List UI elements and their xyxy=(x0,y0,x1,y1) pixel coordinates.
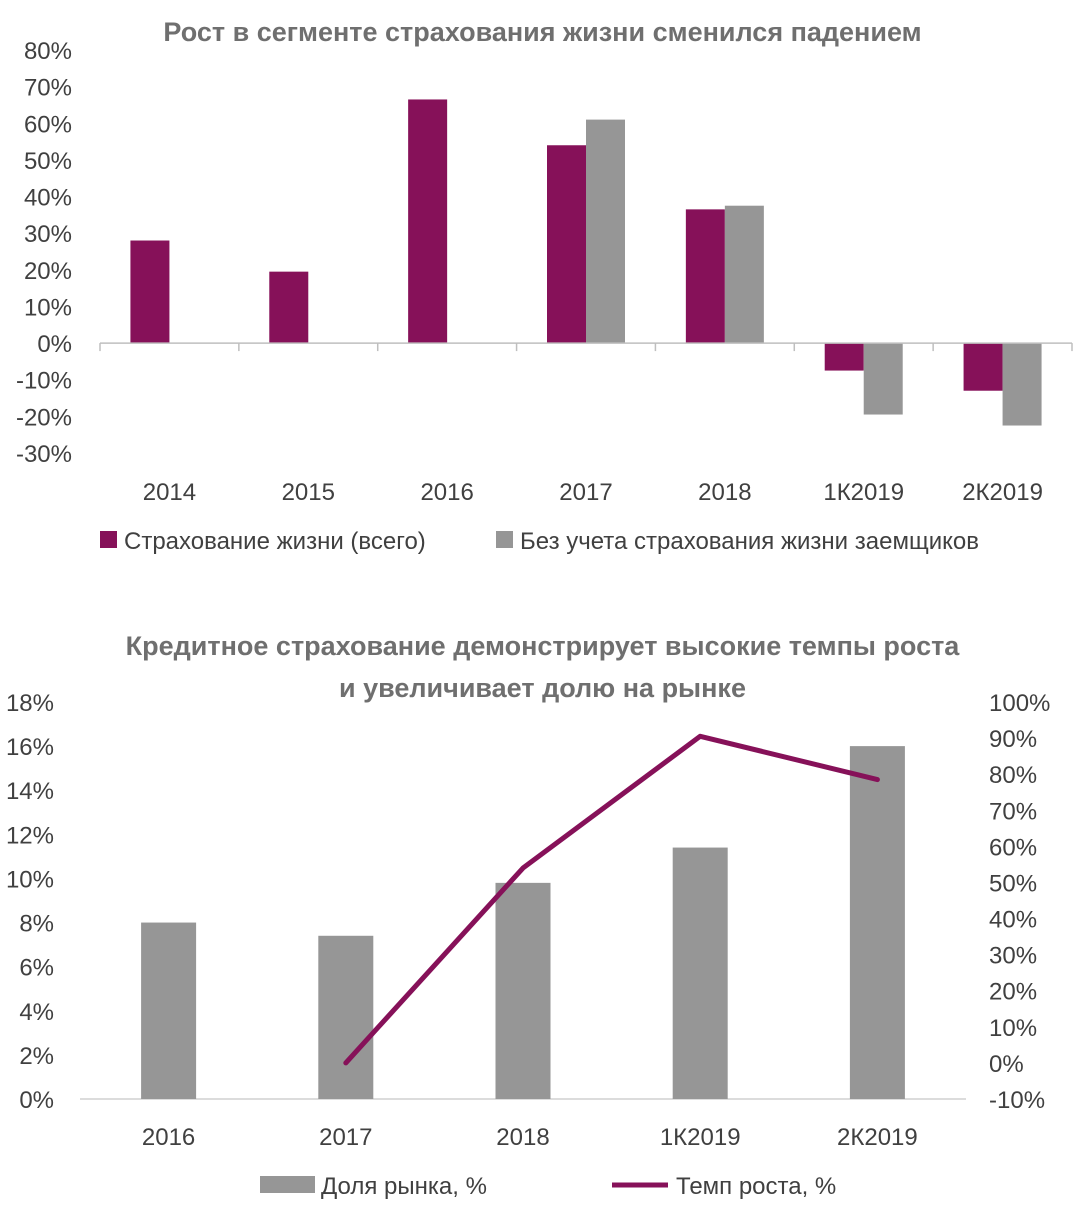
chart1-ytick-label: 30% xyxy=(24,221,72,248)
chart1-ytick-label: 80% xyxy=(24,38,72,65)
chart2-bar-market-share xyxy=(141,922,197,1099)
chart2-category-label: 2018 xyxy=(496,1124,549,1151)
chart1-plot: 80% 70% 60% 50% 40% 30% 20% 10% 0% -10% -20% -30% 20… xyxy=(16,38,1073,555)
chart2-ytick-right-label: 50% xyxy=(989,870,1037,897)
chart1-category-label: 2015 xyxy=(282,479,335,506)
chart2-ytick-left-label: 12% xyxy=(6,822,54,849)
chart1-category-label: 2К2019 xyxy=(962,479,1043,506)
chart1-ytick-label: 20% xyxy=(24,258,72,285)
chart1-category-label: 2014 xyxy=(143,479,196,506)
chart1-category-label: 2017 xyxy=(559,479,612,506)
chart2-ytick-right-label: 30% xyxy=(989,943,1037,970)
chart2-ytick-right-label: 60% xyxy=(989,834,1037,861)
chart2-ytick-left-label: 10% xyxy=(6,866,54,893)
chart2-legend-label-bar: Доля рынка, % xyxy=(321,1173,487,1200)
chart1-category-label: 2018 xyxy=(698,479,751,506)
chart2-category-label: 2К2019 xyxy=(837,1124,918,1151)
chart2-title-line1: Кредитное страхование демонстрирует высо… xyxy=(125,631,960,661)
chart2-ytick-right-label: 80% xyxy=(989,762,1037,789)
chart2-ytick-left-label: 14% xyxy=(6,778,54,805)
chart1-title: Рост в сегменте страхования жизни сменил… xyxy=(163,17,922,47)
chart1-legend-label-0: Страхование жизни (всего) xyxy=(124,528,426,555)
chart2-ytick-left-label: 18% xyxy=(6,690,54,717)
chart2-ytick-right-label: 70% xyxy=(989,798,1037,825)
chart1-ytick-label: 40% xyxy=(24,185,72,212)
chart2-legend-swatch-bar xyxy=(260,1176,315,1193)
chart1-bar-excl-borrowers xyxy=(724,205,764,344)
chart2-bar-market-share xyxy=(495,882,551,1099)
chart1-bar-total xyxy=(130,240,170,344)
chart1-ytick-label: -10% xyxy=(16,368,72,395)
chart1-category-label: 1К2019 xyxy=(823,479,904,506)
chart1-legend-label-1: Без учета страхования жизни заемщиков xyxy=(520,528,979,555)
chart2-title-line2: и увеличивает долю на рынке xyxy=(339,673,746,703)
chart1-ytick-label: 0% xyxy=(37,331,72,358)
chart1-legend-swatch-0 xyxy=(100,531,117,548)
chart1-bar-total xyxy=(963,343,1003,391)
chart2-ytick-right-label: 90% xyxy=(989,726,1037,753)
chart2-line-growth-rate xyxy=(343,733,880,1066)
chart2-ytick-left-label: 16% xyxy=(6,734,54,761)
chart1-legend-swatch-1 xyxy=(496,531,513,548)
chart1-bar-excl-borrowers xyxy=(1002,343,1042,426)
chart2-ytick-right-label: 40% xyxy=(989,907,1037,934)
chart1-ytick-label: 60% xyxy=(24,111,72,138)
chart1-ytick-label: 10% xyxy=(24,294,72,321)
chart2-bar-market-share xyxy=(849,746,905,1099)
chart1-bar-total xyxy=(685,209,725,344)
chart2-ytick-right-label: 100% xyxy=(989,690,1050,717)
chart2-ytick-right-label: -10% xyxy=(989,1087,1045,1114)
chart1-bar-total xyxy=(547,145,586,344)
chart2-ytick-left-label: 2% xyxy=(19,1043,54,1070)
chart2-ytick-right-label: 20% xyxy=(989,979,1037,1006)
chart2-ytick-left-label: 8% xyxy=(19,911,54,938)
chart1-ytick-label: -30% xyxy=(16,441,72,468)
chart2-bar-market-share xyxy=(318,935,374,1099)
chart2-ytick-left-label: 4% xyxy=(19,999,54,1026)
chart2-bar-market-share xyxy=(672,847,728,1099)
chart1-ytick-label: 70% xyxy=(24,75,72,102)
chart1-bar-excl-borrowers xyxy=(863,343,903,415)
chart2-ytick-left-label: 0% xyxy=(19,1087,54,1114)
chart1-bar-excl-borrowers xyxy=(586,119,625,344)
chart2-category-label: 2016 xyxy=(142,1124,195,1151)
chart2-ytick-left-label: 6% xyxy=(19,955,54,982)
chart1-ytick-label: -20% xyxy=(16,404,72,431)
chart1-ytick-label: 50% xyxy=(24,148,72,175)
chart1-bar-total xyxy=(269,271,309,344)
chart2-category-label: 2017 xyxy=(319,1124,372,1151)
chart2-category-label: 1К2019 xyxy=(660,1124,741,1151)
chart1-category-label: 2016 xyxy=(420,479,473,506)
chart2-legend-label-line: Темп роста, % xyxy=(676,1173,836,1200)
chart2-ytick-right-label: 0% xyxy=(989,1051,1024,1078)
chart2-ytick-right-label: 10% xyxy=(989,1015,1037,1042)
chart1-bar-total xyxy=(824,343,864,371)
chart1-bar-total xyxy=(408,99,448,344)
